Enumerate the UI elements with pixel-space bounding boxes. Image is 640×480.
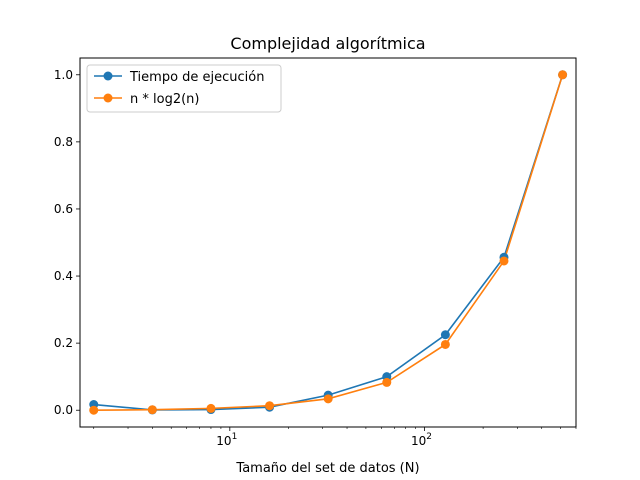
data-point-series-2 <box>89 405 99 415</box>
y-tick-label: 0.6 <box>54 202 73 216</box>
legend-marker-1 <box>103 71 113 81</box>
legend-marker-2 <box>103 93 113 103</box>
data-point-series-2 <box>323 394 333 404</box>
legend-label-1: Tiempo de ejecución <box>129 70 264 85</box>
series-points <box>89 70 568 415</box>
y-tick-label: 1.0 <box>54 68 73 82</box>
legend-box <box>86 64 282 113</box>
plot-area-frame <box>79 57 577 428</box>
legend: Tiempo de ejecución n * log2(n) <box>86 64 282 113</box>
data-point-series-2 <box>147 405 157 415</box>
data-point-series-2 <box>440 339 450 349</box>
data-point-series-2 <box>206 403 216 413</box>
axis-ticks: 0.0 0.2 0.4 0.6 0.8 1.0 101 102 <box>54 68 577 448</box>
y-tick-label: 0.8 <box>54 135 73 149</box>
legend-label-2: n * log2(n) <box>130 92 199 107</box>
data-point-series-2 <box>382 377 392 387</box>
data-point-series-1 <box>440 330 450 340</box>
data-point-series-2 <box>558 70 568 80</box>
x-axis-label: Tamaño del set de datos (N) <box>235 461 419 476</box>
y-tick-label: 0.2 <box>54 336 73 350</box>
x-tick-label: 102 <box>411 432 432 448</box>
y-tick-label: 0.0 <box>54 403 73 417</box>
chart-title: Complejidad algorítmica <box>230 34 425 53</box>
data-point-series-2 <box>499 256 509 266</box>
data-point-series-2 <box>265 401 275 411</box>
y-tick-label: 0.4 <box>54 269 73 283</box>
x-tick-label: 101 <box>216 432 237 448</box>
